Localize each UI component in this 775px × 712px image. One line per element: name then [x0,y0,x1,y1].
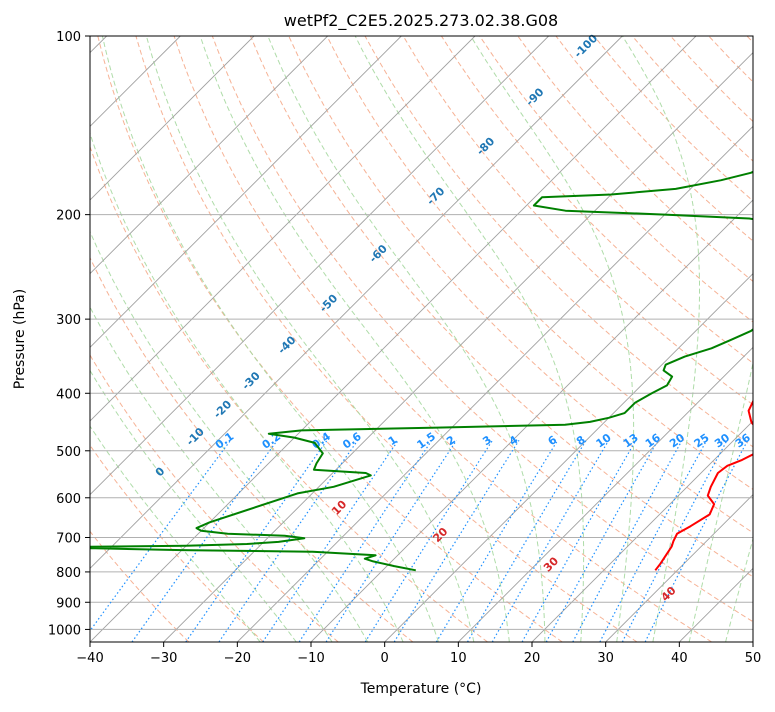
y-tick-label: 100 [56,30,81,45]
x-tick-label: −30 [150,651,177,666]
y-tick-label: 700 [56,532,81,547]
y-tick-label: 600 [56,492,81,507]
y-tick-label: 300 [56,313,81,328]
y-tick-label: 500 [56,445,81,460]
y-tick-label: 900 [56,596,81,611]
x-tick-label: −10 [297,651,324,666]
x-axis-title: Temperature (°C) [360,681,482,697]
chart-title: wetPf2_C2E5.2025.273.02.38.G08 [284,11,558,31]
x-tick-label: −40 [76,651,103,666]
y-tick-label: 800 [56,566,81,581]
y-axis-title: Pressure (hPa) [12,289,28,389]
x-tick-label: 30 [597,651,614,666]
y-tick-label: 400 [56,387,81,402]
x-tick-label: 0 [381,651,389,666]
x-tick-label: 50 [745,651,762,666]
x-tick-label: 40 [671,651,688,666]
x-tick-label: 10 [450,651,467,666]
x-tick-label: 20 [524,651,541,666]
y-tick-label: 1000 [48,623,81,638]
x-tick-label: −20 [224,651,251,666]
y-tick-label: 200 [56,209,81,224]
